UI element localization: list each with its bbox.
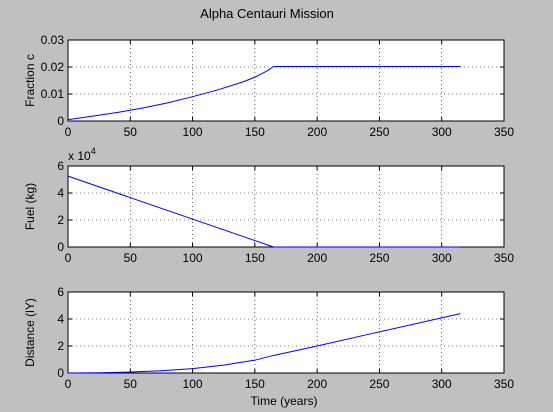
x-tick-label: 250 [369, 251, 389, 265]
x-axis-label: Time (years) [251, 394, 318, 408]
plot-area [67, 291, 505, 374]
x-tick-label: 250 [369, 377, 389, 391]
x-tick-label: 350 [494, 251, 514, 265]
x-tick-label: 100 [183, 377, 203, 391]
x-tick-label: 150 [245, 377, 265, 391]
y-tick-label: 0.03 [41, 33, 65, 47]
subplot-1: 0 50 100 150 200 250 300 350 0 0.01 0.02 0.03 Fracti… [23, 33, 514, 139]
x-tick-label: 100 [183, 125, 203, 139]
y-tick-label: 4 [57, 312, 64, 326]
y-tick-label: 4 [57, 186, 64, 200]
x-tick-label: 150 [245, 125, 265, 139]
y-axis-label: Fuel (kg) [23, 183, 37, 230]
y-tick-label: 6 [57, 285, 64, 299]
subplots: 0 50 100 150 200 250 300 35000.010.020.03Fracti… [23, 33, 514, 408]
x-tick-label: 200 [307, 125, 327, 139]
x-tick-label: 350 [494, 125, 514, 139]
plot-area [67, 39, 505, 122]
y-exponent-label: x 104 [68, 146, 96, 163]
x-tick-label: 0 [65, 377, 72, 391]
series-line [67, 65, 461, 121]
x-tick-label: 200 [307, 251, 327, 265]
y-tick-label: 0 [57, 114, 64, 128]
x-tick-label: 100 [183, 251, 203, 265]
y-tick-label: 2 [57, 213, 64, 227]
figure-title: Alpha Centauri Mission [200, 6, 334, 21]
series-line [67, 175, 461, 248]
x-tick-label: 250 [369, 125, 389, 139]
x-tick-label: 300 [432, 125, 452, 139]
y-axis-label: Fraction c [23, 54, 37, 107]
x-tick-label: 50 [124, 125, 138, 139]
x-tick-label: 50 [124, 377, 138, 391]
x-tick-label: 0 [65, 125, 72, 139]
subplot-2: 0 50 100 150 200 250 300 350 0 2 4 6 x 104 Fuel (kg) [23, 146, 514, 265]
subplot-3: 0 50 100 150 200 250 300 350 0 2 4 6 Distance (lY) Ti… [23, 285, 514, 408]
x-tick-label: 150 [245, 251, 265, 265]
x-tick-label: 200 [307, 377, 327, 391]
y-tick-label: 0 [57, 366, 64, 380]
x-tick-label: 0 [65, 251, 72, 265]
x-tick-label: 300 [432, 377, 452, 391]
y-tick-label: 0.01 [41, 87, 65, 101]
x-tick-label: 350 [494, 377, 514, 391]
y-tick-label: 0.02 [41, 60, 65, 74]
series-line [67, 313, 461, 374]
x-tick-label: 300 [432, 251, 452, 265]
y-tick-label: 6 [57, 159, 64, 173]
y-axis-label: Distance (lY) [23, 298, 37, 367]
x-tick-label: 50 [124, 251, 138, 265]
y-tick-label: 2 [57, 339, 64, 353]
plot-area [67, 165, 505, 248]
y-tick-label: 0 [57, 240, 64, 254]
